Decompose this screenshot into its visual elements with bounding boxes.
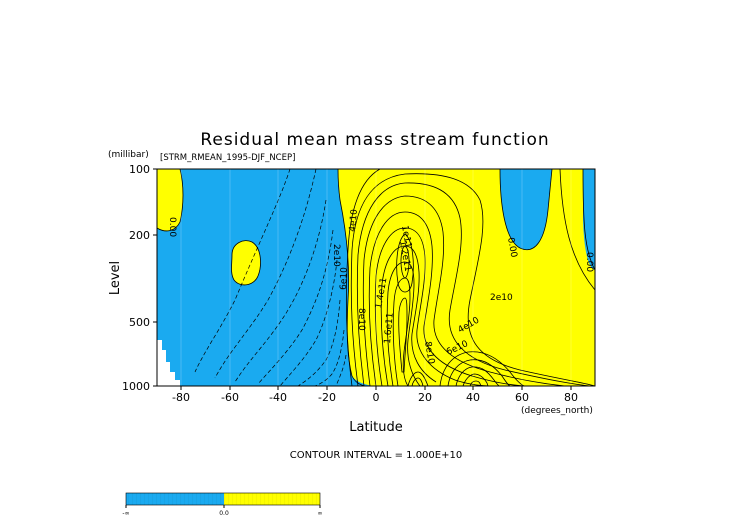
contour-label: 8e10 (356, 308, 366, 331)
x-tick-label: 80 (564, 391, 578, 404)
y-axis-label: Level (108, 261, 123, 295)
x-axis-label: Latitude (349, 420, 403, 435)
missing-data-region (157, 340, 180, 386)
positive-region-main (338, 169, 595, 386)
negative-region-north (500, 169, 552, 250)
x-tick-label: 40 (466, 391, 480, 404)
y-tick-label: 500 (129, 316, 150, 329)
x-tick-label: -40 (269, 391, 287, 404)
x-tick-label: 60 (515, 391, 529, 404)
x-tick-label: -20 (318, 391, 336, 404)
positive-region-blob (231, 240, 261, 285)
contour-interval-note: CONTOUR INTERVAL = 1.000E+10 (290, 450, 462, 461)
negative-contours (194, 169, 347, 386)
contour-label: 8e10 (422, 341, 436, 365)
contour-label: 2e10 (490, 293, 513, 303)
plot-area (157, 169, 595, 386)
positive-region-south-polar (157, 169, 183, 231)
x-tick-label: 20 (418, 391, 432, 404)
colorbar: -∞ 0.0 ∞ (122, 492, 323, 517)
x-units-label: (degrees_north) (521, 406, 593, 416)
contour-label: 0.00 (505, 237, 518, 259)
grid-lines (180, 169, 572, 386)
negative-region-polar (583, 169, 595, 270)
x-tick-label: -80 (172, 391, 190, 404)
contour-label: 1e11 (399, 225, 413, 249)
x-tick-label: -60 (221, 391, 239, 404)
y-axis: 100 200 500 1000 Level (108, 163, 157, 393)
contour-label: 0.00 (584, 252, 594, 272)
positive-contours (157, 169, 595, 386)
y-units-label: (millibar) (108, 150, 149, 160)
contour-label: 4e10 (348, 208, 360, 232)
colorbar-label-min: -∞ (122, 510, 129, 517)
contour-label: 6e10 (339, 267, 350, 290)
colorbar-label-max: ∞ (318, 510, 323, 517)
contour-label: 2e10 (331, 244, 341, 267)
y-tick-label: 1000 (122, 380, 150, 393)
y-tick-label: 200 (129, 229, 150, 242)
contour-label: 1.6e11 (383, 312, 396, 344)
colorbar-label-zero: 0.0 (219, 510, 229, 517)
x-axis: -80 -60 -40 -20 0 20 40 60 80 (degrees_n… (172, 386, 593, 435)
y-tick-label: 100 (129, 163, 150, 176)
x-tick-label: 0 (373, 391, 380, 404)
chart-title: Residual mean mass stream function (200, 130, 549, 150)
contour-label: 0.00 (167, 217, 177, 237)
chart-subtitle: [STRM_RMEAN_1995-DJF_NCEP] (160, 153, 295, 163)
